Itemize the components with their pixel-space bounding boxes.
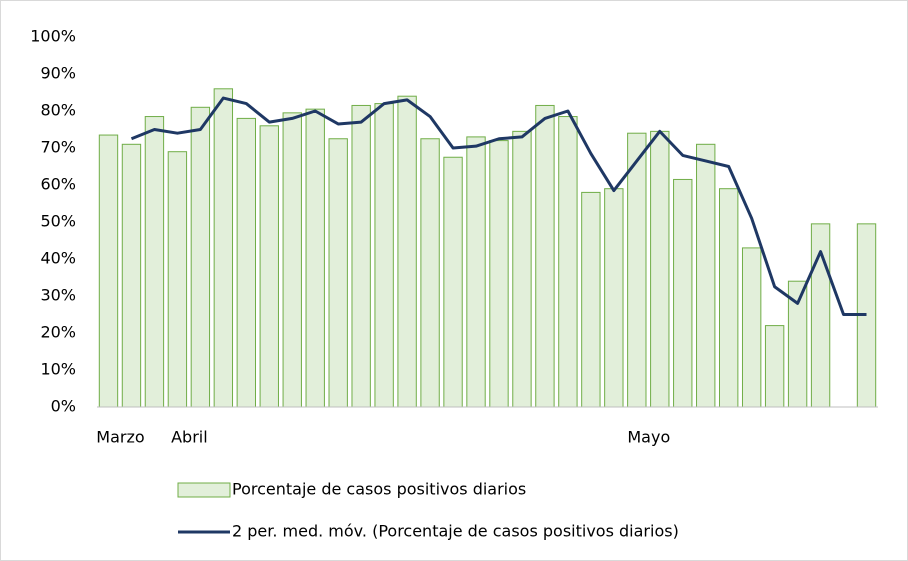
y-tick-label: 70% [40,138,76,157]
bar [627,132,647,408]
bar [741,247,762,408]
bar [213,88,234,408]
x-tick-label: Abril [171,428,208,447]
bar [512,130,532,408]
y-tick-label: 20% [40,323,76,342]
bar [236,117,256,408]
bar [374,103,394,408]
y-tick-label: 90% [40,64,76,83]
bar [764,325,785,408]
moving-average-line [130,96,867,316]
bar [673,178,693,408]
bar [719,188,739,408]
bar [604,188,624,408]
bar [121,143,142,408]
bar [351,104,371,408]
bar [650,130,670,408]
y-tick-label: 0% [51,397,76,416]
y-tick-label: 10% [40,360,76,379]
legend-label: 2 per. med. móv. (Porcentaje de casos po… [232,522,679,541]
bar [443,156,463,408]
bar [581,191,601,408]
y-tick-label: 80% [40,101,76,120]
y-tick-label: 30% [40,286,76,305]
bar [190,106,211,408]
bar [328,138,348,408]
y-tick-label: 100% [30,27,76,46]
bar [282,112,302,408]
bar [397,95,417,408]
y-tick-label: 60% [40,175,76,194]
bar [489,140,509,408]
legend-label: Porcentaje de casos positivos diarios [232,480,526,499]
x-tick-label: Mayo [627,428,670,447]
bar [558,116,578,408]
bar [535,104,555,408]
bar [259,125,279,408]
y-tick-label: 40% [40,249,76,268]
y-tick-label: 50% [40,212,76,231]
x-tick-label: Marzo [96,428,144,447]
bar [167,151,188,408]
bar [98,134,119,408]
bar [696,143,716,408]
bar [420,138,440,408]
bar [144,116,165,408]
bar [305,108,325,408]
legend-swatch [177,482,231,498]
bar [466,136,486,408]
